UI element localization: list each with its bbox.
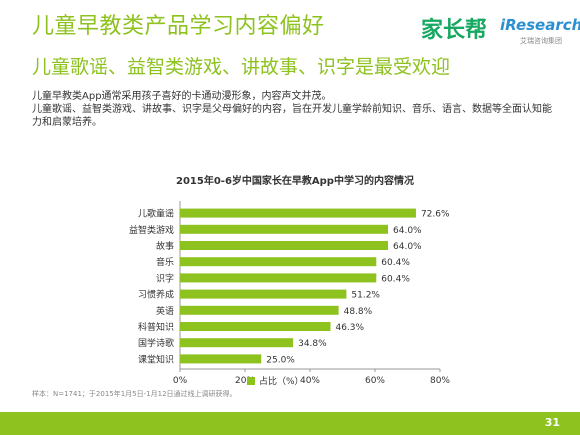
page-number: 31 (544, 416, 560, 429)
sample-footnote: 样本：N=1741；于2015年1月5日-1月12日通过线上调研获得。 (32, 390, 237, 398)
page-title: 儿童早教类产品学习内容偏好 (32, 14, 325, 39)
bar-value-label: 48.8% (344, 307, 373, 317)
bar-value-label: 34.8% (298, 339, 327, 349)
bar (180, 338, 294, 348)
legend-label: 占比（%） (259, 375, 304, 387)
bar (180, 289, 347, 299)
bar (180, 224, 388, 234)
category-label: 课堂知识 (138, 353, 174, 365)
bar (180, 208, 416, 218)
bar-value-label: 64.0% (393, 226, 422, 236)
category-label: 音乐 (156, 256, 174, 268)
x-tick-label: 0% (173, 376, 188, 386)
bar-value-label: 25.0% (266, 355, 295, 365)
bar-value-label: 72.6% (421, 210, 450, 220)
bar (180, 273, 377, 283)
category-label: 识字 (156, 272, 174, 284)
bar-value-label: 60.4% (381, 258, 410, 268)
category-label: 益智类游戏 (129, 224, 174, 236)
x-tick-label: 40% (300, 376, 320, 386)
bar (180, 354, 262, 364)
bar (180, 305, 339, 315)
bar-value-label: 60.4% (381, 274, 410, 284)
bar (180, 257, 377, 267)
iresearch-logo: iResearch (500, 16, 580, 34)
bar-value-label: 46.3% (335, 323, 364, 333)
jiazhangbang-logo: 家长帮 (421, 18, 488, 43)
bar-value-label: 64.0% (393, 242, 422, 252)
iresearch-logo-subtext: 艾瑞咨询集团 (520, 37, 562, 45)
footer-bar: 31 (0, 412, 580, 435)
x-tick-label: 60% (365, 376, 385, 386)
intro-paragraph-2: 儿童歌谣、益智类游戏、讲故事、识字是父母偏好的内容，旨在开发儿童学龄前知识、音乐… (32, 104, 552, 128)
category-label: 故事 (156, 240, 174, 252)
chart-title: 2015年0-6岁中国家长在早教App中学习的内容情况 (176, 174, 414, 187)
legend-swatch (247, 377, 255, 385)
bar (180, 241, 388, 250)
category-label: 英语 (156, 305, 174, 317)
intro-paragraph-1: 儿童早教类App通常采用孩子喜好的卡通动漫形象，内容声文并茂。 (32, 91, 332, 102)
x-tick-label: 80% (430, 376, 450, 386)
x-tick-label: 20% (235, 376, 255, 386)
category-label: 儿歌童谣 (138, 208, 174, 220)
category-label: 习惯养成 (138, 289, 174, 301)
category-label: 国学诗歌 (138, 337, 174, 349)
bar (180, 322, 331, 331)
category-label: 科普知识 (138, 321, 174, 333)
bar-value-label: 51.2% (351, 291, 380, 301)
page-subtitle: 儿童歌谣、益智类游戏、讲故事、识字是最受欢迎 (32, 56, 451, 78)
